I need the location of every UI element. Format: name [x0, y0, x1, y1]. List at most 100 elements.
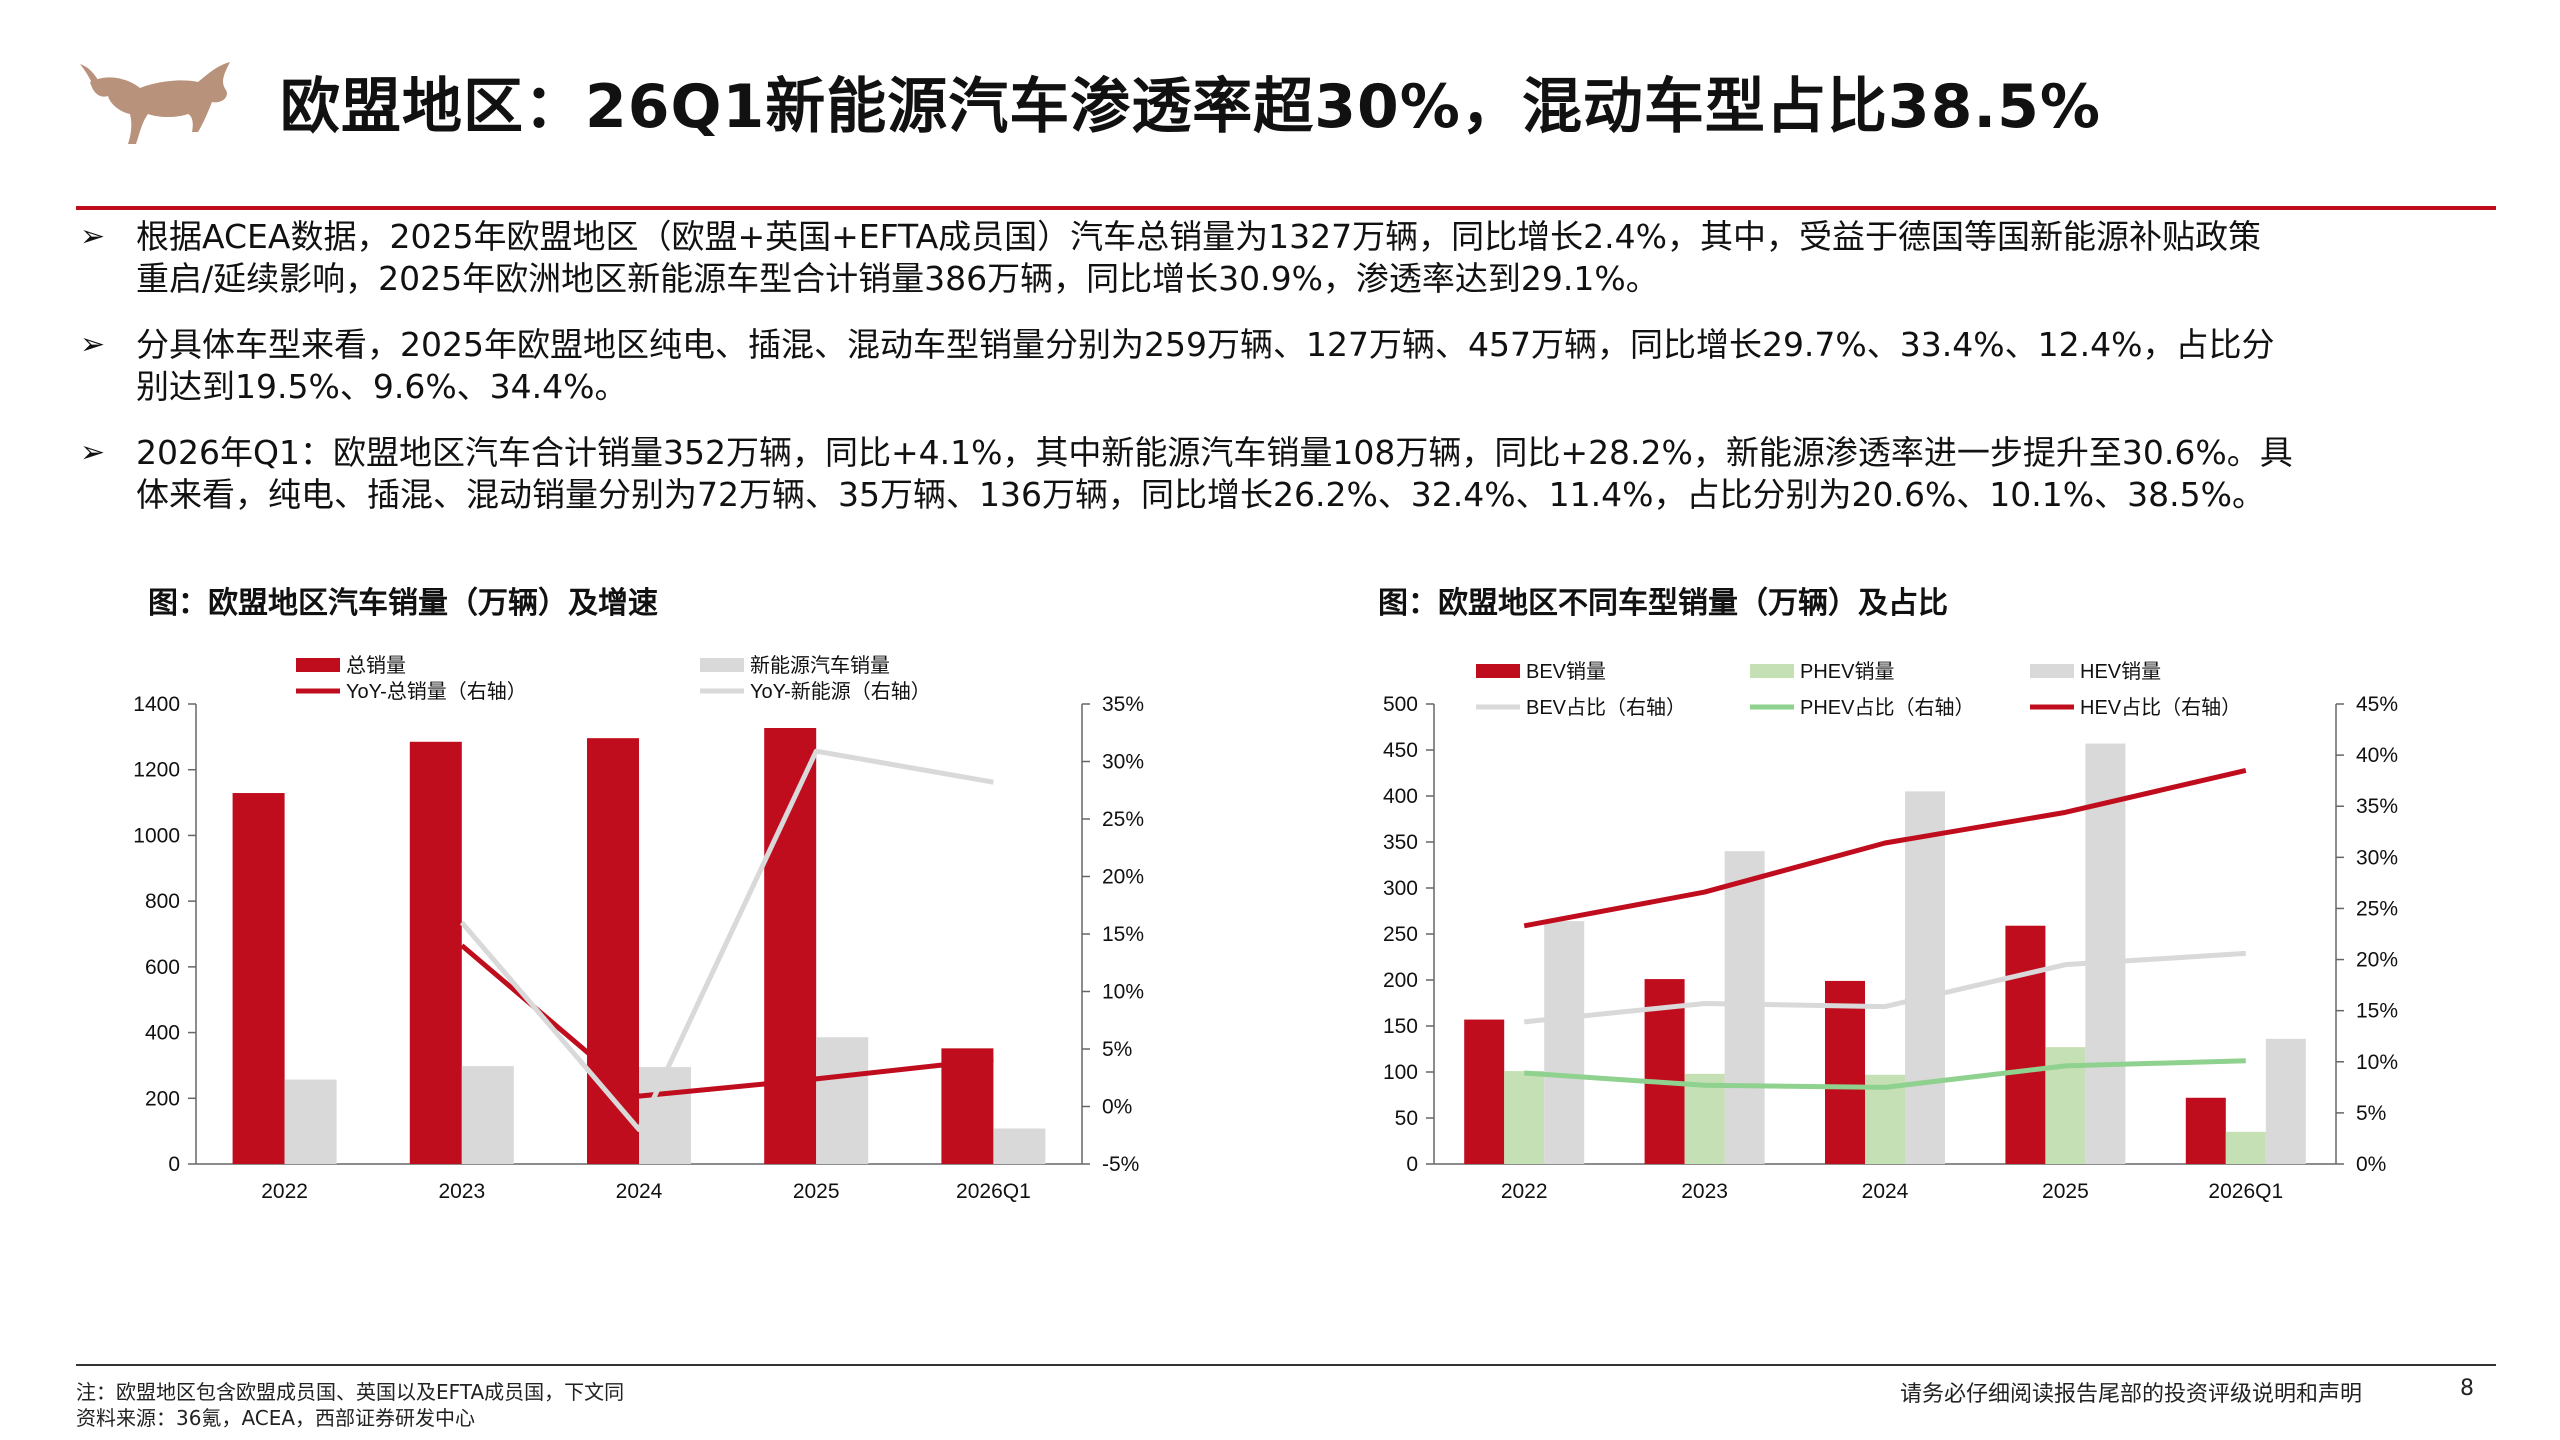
title-divider: [76, 206, 2496, 210]
bar: [764, 727, 817, 1164]
right-tick-label: 45%: [2356, 693, 2398, 716]
legend-swatch: [1476, 664, 1520, 678]
bullet-line: 别达到19.5%、9.6%、34.4%。: [136, 367, 628, 406]
arrow-bullet-icon: ➢: [80, 327, 106, 362]
chart-title-sales: 图：欧盟地区汽车销量（万辆）及增速: [148, 586, 658, 621]
page-number: 8: [2460, 1376, 2474, 1401]
left-tick-label: 600: [145, 956, 180, 979]
page-title: 欧盟地区：26Q1新能源汽车渗透率超30%，混动车型占比38.5%: [280, 72, 2102, 142]
legend-label: HEV销量: [2080, 660, 2161, 683]
bar: [1825, 980, 1865, 1164]
bullet-item: ➢ 2026年Q1：欧盟地区汽车合计销量352万辆，同比+4.1%，其中新能源汽…: [76, 432, 2516, 516]
right-tick-label: 35%: [2356, 795, 2398, 818]
x-tick-label: 2024: [616, 1180, 663, 1203]
right-tick-label: 30%: [1102, 751, 1144, 774]
bullet-line: 根据ACEA数据，2025年欧盟地区（欧盟+英国+EFTA成员国）汽车总销量为1…: [136, 217, 2261, 256]
left-tick-label: 400: [145, 1022, 180, 1045]
series-line: [1523, 768, 2247, 929]
arrow-bullet-icon: ➢: [80, 435, 106, 470]
bar: [2005, 925, 2046, 1164]
disclaimer: 请务必仔细阅读报告尾部的投资评级说明和声明: [1900, 1382, 2363, 1407]
bar: [1544, 921, 1585, 1164]
x-tick-label: 2026Q1: [956, 1180, 1031, 1203]
right-tick-label: 30%: [2356, 846, 2398, 869]
legend-label: 总销量: [346, 654, 406, 677]
series-line: [459, 748, 994, 1132]
x-tick-label: 2023: [1681, 1180, 1728, 1203]
bar: [232, 793, 285, 1164]
left-tick-label: 1400: [133, 693, 180, 716]
legend-label: BEV销量: [1526, 660, 1606, 683]
bullet-line: 2026年Q1：欧盟地区汽车合计销量352万辆，同比+4.1%，其中新能源汽车销…: [136, 433, 2293, 472]
left-tick-label: 100: [1383, 1061, 1418, 1084]
left-tick-label: 800: [145, 890, 180, 913]
left-tick-label: 500: [1383, 693, 1418, 716]
left-tick-label: 300: [1383, 877, 1418, 900]
left-tick-label: 200: [145, 1087, 180, 1110]
right-tick-label: 20%: [1102, 866, 1144, 889]
sales-chart: 1400 1200 1000 800 600 400 200 0 35% 30% 25% 20% 15%…: [133, 654, 1144, 1203]
bar: [284, 1079, 337, 1164]
right-tick-label: 15%: [2356, 1000, 2398, 1023]
legend-swatch: [296, 658, 340, 672]
source-note: 资料来源：36氪，ACEA，西部证券研发中心: [76, 1406, 476, 1430]
right-tick-label: 10%: [1102, 981, 1144, 1004]
right-tick-label: 25%: [1102, 808, 1144, 831]
right-tick-label: 5%: [1102, 1038, 1132, 1061]
bar: [816, 1037, 869, 1164]
left-tick-label: 1000: [133, 824, 180, 847]
bar: [1905, 791, 1945, 1164]
legend-label: YoY-新能源（右轴）: [750, 680, 931, 703]
series-line: [460, 943, 994, 1099]
bar: [941, 1048, 994, 1164]
legend-label: BEV占比（右轴）: [1526, 696, 1686, 719]
bar: [1724, 851, 1765, 1164]
bullet-line: 分具体车型来看，2025年欧盟地区纯电、插混、混动车型销量分别为259万辆、12…: [136, 325, 2275, 364]
legend-swatch: [1750, 664, 1794, 678]
x-tick-label: 2023: [438, 1180, 485, 1203]
bar: [1684, 1073, 1725, 1164]
series-line: [1523, 950, 2246, 1025]
left-tick-label: 0: [168, 1153, 180, 1176]
legend-swatch: [2030, 664, 2074, 678]
bar: [993, 1128, 1046, 1164]
series-line: [1524, 1058, 2246, 1090]
left-tick-label: 1200: [133, 759, 180, 782]
arrow-bullet-icon: ➢: [80, 219, 106, 254]
right-tick-label: 0%: [2356, 1153, 2386, 1176]
bullet-item: ➢ 根据ACEA数据，2025年欧盟地区（欧盟+英国+EFTA成员国）汽车总销量…: [76, 216, 2516, 300]
right-tick-label: 40%: [2356, 744, 2398, 767]
right-tick-label: 25%: [2356, 897, 2398, 920]
bar: [1464, 1019, 1505, 1164]
left-tick-label: 450: [1383, 739, 1418, 762]
left-tick-label: 150: [1383, 1015, 1418, 1038]
left-tick-label: 350: [1383, 831, 1418, 854]
bar: [1504, 1071, 1545, 1164]
legend-label: PHEV销量: [1800, 660, 1894, 683]
legend-label: HEV占比（右轴）: [2080, 696, 2241, 719]
x-tick-label: 2025: [2042, 1180, 2089, 1203]
x-tick-label: 2022: [261, 1180, 308, 1203]
bar: [409, 741, 462, 1164]
x-tick-label: 2024: [1862, 1180, 1909, 1203]
right-tick-label: 35%: [1102, 693, 1144, 716]
bar: [2185, 1097, 2226, 1164]
bar: [2265, 1038, 2306, 1164]
left-tick-label: 50: [1395, 1107, 1418, 1130]
left-tick-label: 0: [1406, 1153, 1418, 1176]
bar: [2085, 743, 2126, 1164]
footnote: 注：欧盟地区包含欧盟成员国、英国以及EFTA成员国，下文同: [76, 1380, 625, 1404]
left-tick-label: 250: [1383, 923, 1418, 946]
legend-label: YoY-总销量（右轴）: [346, 680, 527, 703]
right-tick-label: 5%: [2356, 1102, 2386, 1125]
bar: [2225, 1131, 2266, 1164]
chart-title-powertrain: 图：欧盟地区不同车型销量（万辆）及占比: [1378, 586, 1948, 621]
legend-label: 新能源汽车销量: [750, 654, 890, 677]
right-tick-label: 10%: [2356, 1051, 2398, 1074]
bar: [587, 738, 639, 1164]
x-tick-label: 2025: [793, 1180, 840, 1203]
right-tick-label: -5%: [1102, 1153, 1139, 1176]
bullet-line: 重启/延续影响，2025年欧洲地区新能源车型合计销量386万辆，同比增长30.9…: [136, 259, 1659, 298]
bullet-line: 体来看，纯电、插混、混动销量分别为72万辆、35万辆、136万辆，同比增长26.…: [136, 475, 2265, 514]
bullet-list: ➢ 根据ACEA数据，2025年欧盟地区（欧盟+英国+EFTA成员国）汽车总销量…: [76, 216, 2516, 540]
